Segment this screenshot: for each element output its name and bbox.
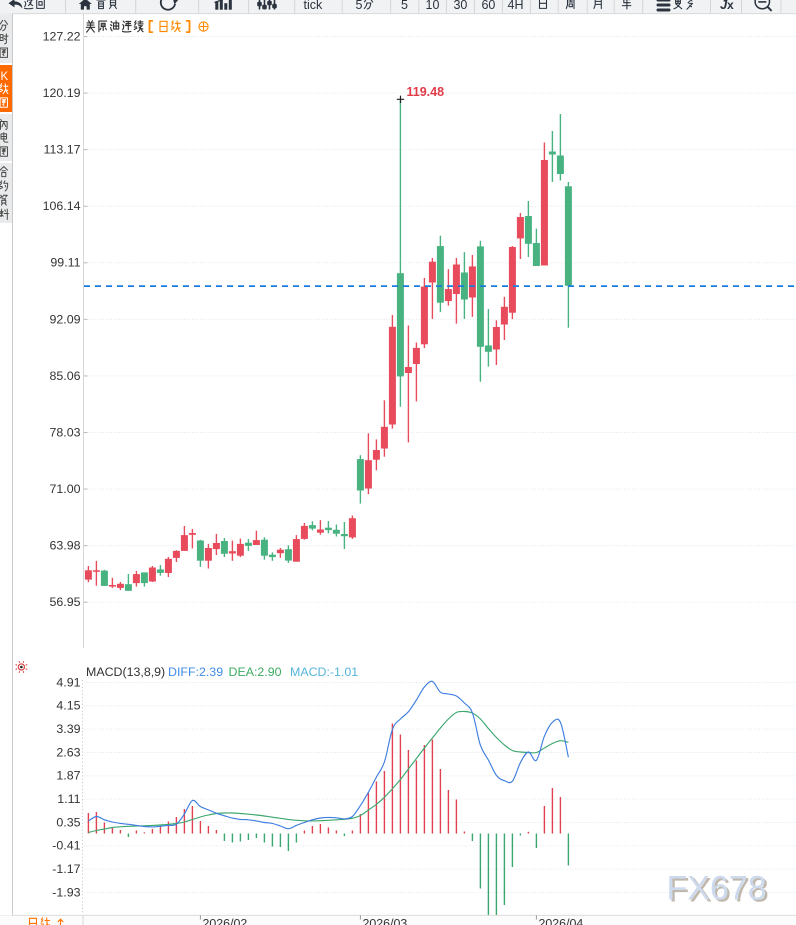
svg-text:113.17: 113.17 [44, 143, 81, 157]
svg-text:5: 5 [356, 0, 363, 12]
svg-text:78.03: 78.03 [49, 425, 80, 439]
svg-text:DEA:2.90: DEA:2.90 [229, 665, 282, 679]
svg-text:92.09: 92.09 [49, 312, 80, 326]
svg-text:5: 5 [401, 0, 408, 12]
svg-text:1.87: 1.87 [56, 769, 80, 783]
svg-text:71.00: 71.00 [49, 482, 80, 496]
svg-text:127.22: 127.22 [43, 29, 81, 43]
svg-text:DIFF:2.39: DIFF:2.39 [168, 665, 223, 679]
svg-text:2026/03: 2026/03 [363, 917, 408, 925]
svg-text:99.11: 99.11 [50, 256, 80, 270]
svg-text:0.35: 0.35 [56, 815, 80, 829]
svg-text:60: 60 [481, 0, 495, 12]
svg-text:30: 30 [453, 0, 467, 12]
svg-text:FX678: FX678 [669, 872, 769, 910]
svg-text:x: x [727, 0, 734, 12]
svg-text:J: J [720, 0, 728, 12]
svg-text:2026/02: 2026/02 [203, 917, 248, 925]
svg-text:2.63: 2.63 [56, 745, 80, 759]
svg-text:4.91: 4.91 [56, 675, 80, 689]
svg-text:120.19: 120.19 [43, 86, 81, 100]
svg-text:1.11: 1.11 [57, 792, 80, 806]
svg-text:tick: tick [304, 0, 324, 12]
svg-text:85.06: 85.06 [49, 369, 80, 383]
svg-text:MACD(13,8,9): MACD(13,8,9) [86, 665, 165, 679]
svg-text:4.15: 4.15 [56, 699, 80, 713]
svg-text:4H: 4H [508, 0, 524, 12]
svg-text:FX678: FX678 [667, 870, 767, 908]
svg-text:K: K [1, 71, 9, 83]
svg-text:MACD:-1.01: MACD:-1.01 [290, 665, 358, 679]
svg-text:-1.17: -1.17 [52, 862, 80, 876]
svg-text:3.39: 3.39 [56, 722, 80, 736]
svg-text:10: 10 [426, 0, 440, 12]
svg-text:119.48: 119.48 [407, 85, 445, 99]
svg-text:2026/04: 2026/04 [539, 917, 584, 925]
svg-text:56.95: 56.95 [49, 595, 80, 609]
svg-text:63.98: 63.98 [49, 539, 80, 553]
svg-text:-1.93: -1.93 [52, 885, 80, 899]
svg-text:-0.41: -0.41 [52, 839, 80, 853]
svg-text:106.14: 106.14 [43, 199, 81, 213]
